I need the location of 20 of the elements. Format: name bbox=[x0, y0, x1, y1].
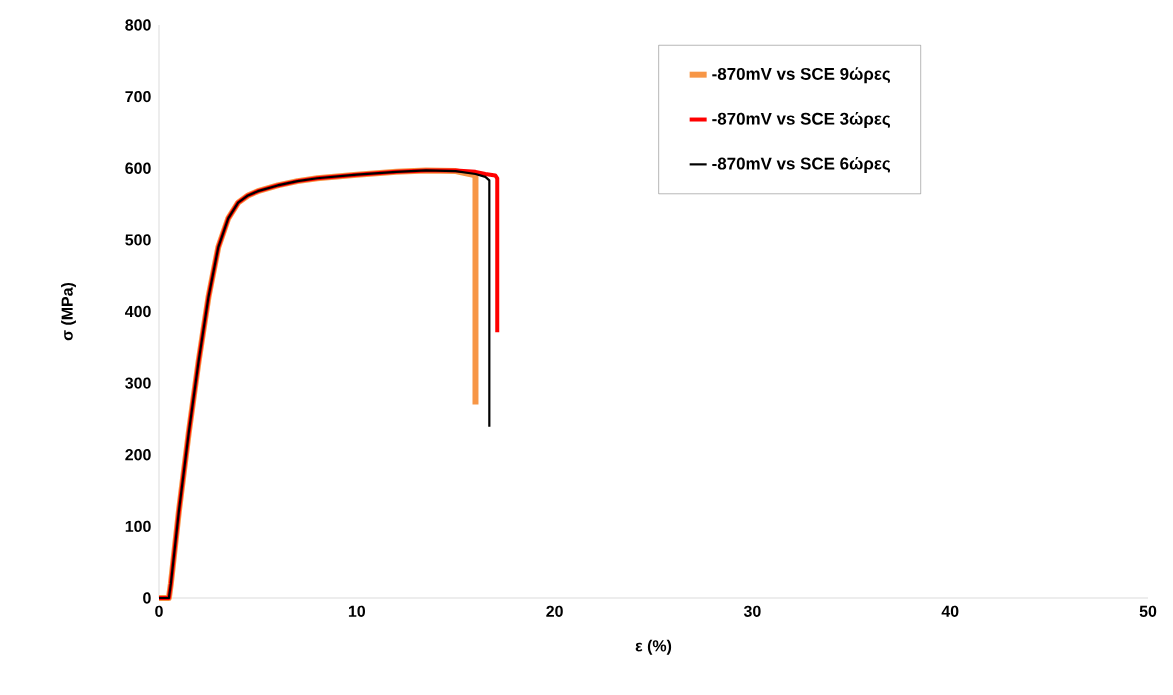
x-tick-label: 30 bbox=[743, 605, 761, 617]
y-tick-label: 600 bbox=[125, 162, 151, 174]
y-tick-label: 800 bbox=[125, 19, 151, 31]
x-tick-label: 10 bbox=[348, 605, 365, 617]
y-tick-label: 200 bbox=[125, 449, 151, 461]
x-tick-label: 40 bbox=[941, 605, 959, 617]
legend-label: -870mV vs SCE 9ώρες bbox=[712, 67, 891, 84]
y-tick-label: 700 bbox=[125, 90, 151, 103]
legend-label: -870mV vs SCE 3ώρες bbox=[712, 112, 891, 129]
y-tick-label: 500 bbox=[125, 234, 151, 246]
y-axis-title: σ (MPa) bbox=[61, 282, 76, 341]
x-axis-title: ε (%) bbox=[635, 639, 672, 655]
legend-label: -870mV vs SCE 6ώρες bbox=[712, 156, 891, 173]
x-tick-label: 20 bbox=[546, 605, 563, 617]
y-tick-label: 300 bbox=[125, 377, 151, 389]
y-tick-label: 400 bbox=[125, 305, 151, 318]
x-tick-label: 50 bbox=[1139, 605, 1157, 617]
y-tick-label: 0 bbox=[143, 592, 151, 604]
y-tick-label: 100 bbox=[125, 520, 151, 533]
x-tick-label: 0 bbox=[155, 605, 163, 617]
